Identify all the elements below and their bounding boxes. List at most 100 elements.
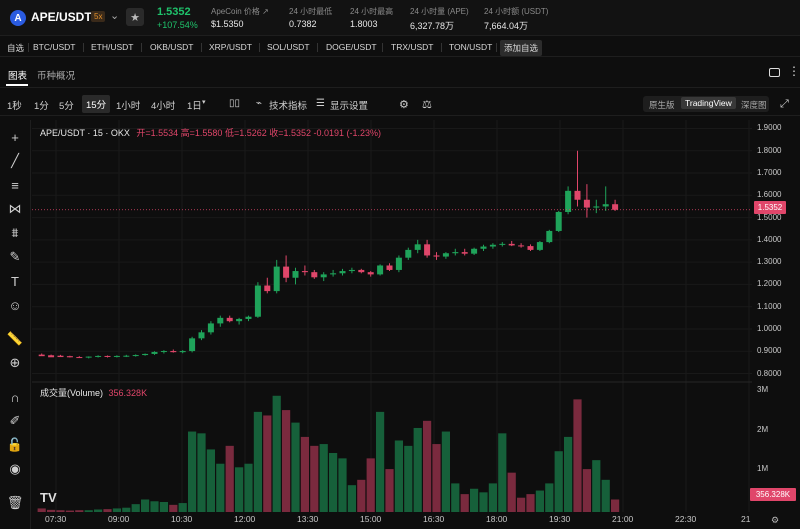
price-chart[interactable]: TV bbox=[32, 120, 752, 512]
price-tick-label: 1.6000 bbox=[757, 190, 782, 200]
volume-bar bbox=[47, 509, 56, 512]
favorite-star-icon[interactable]: ★ bbox=[126, 8, 144, 26]
timeframe-1d[interactable]: 1日 bbox=[187, 101, 202, 112]
gear-icon[interactable]: ⚙ bbox=[771, 515, 780, 525]
stat-value-24h-volume: 6,327.78万 bbox=[410, 21, 455, 31]
text-icon[interactable]: T bbox=[11, 273, 19, 289]
volume-tick-label: 3M bbox=[757, 385, 769, 394]
view-tradingview[interactable]: TradingView bbox=[681, 97, 736, 109]
price-tick-label: 1.0000 bbox=[757, 323, 782, 333]
crosshair-icon[interactable]: + bbox=[11, 129, 19, 145]
time-tick-label: 19:30 bbox=[549, 514, 571, 524]
indicators-button[interactable]: 技术指标 bbox=[269, 101, 308, 112]
stat-value-24h-low: 0.7382 bbox=[289, 19, 317, 29]
scale-icon[interactable]: ⚖ bbox=[422, 99, 432, 111]
price-tick-label: 1.3000 bbox=[757, 257, 782, 267]
magnet-icon[interactable]: ∩ bbox=[10, 389, 20, 405]
timeframe-1h[interactable]: 1小时 bbox=[116, 101, 141, 112]
fib-icon[interactable]: ⩩ bbox=[11, 225, 19, 240]
trendline-icon[interactable]: ╱ bbox=[11, 153, 19, 168]
time-tick-label: 22:30 bbox=[675, 514, 697, 524]
volume-bar bbox=[235, 467, 244, 512]
volume-tag: 356.328K bbox=[750, 488, 796, 501]
lock-icon[interactable]: 🔓 bbox=[6, 437, 24, 452]
timeframe-4h[interactable]: 4小时 bbox=[151, 101, 176, 112]
trash-icon[interactable]: 🗑 bbox=[6, 495, 24, 510]
watchlist-pair-okb[interactable]: OKB/USDT bbox=[150, 42, 194, 52]
candle-body bbox=[527, 246, 534, 250]
volume-bar bbox=[197, 433, 206, 512]
brush-icon[interactable]: ✎ bbox=[9, 249, 21, 264]
tab-coin-overview[interactable]: 币种概况 bbox=[37, 71, 76, 82]
eye-icon[interactable]: ◉ bbox=[9, 461, 21, 476]
emoji-icon[interactable]: ☺ bbox=[8, 297, 22, 313]
stat-value-coin-price: $1.5350 bbox=[211, 19, 244, 29]
chart-tabs: 图表 币种概况 ⋮ bbox=[0, 60, 800, 88]
timeframe-1m[interactable]: 1分 bbox=[34, 101, 49, 112]
volume-bar bbox=[554, 451, 563, 512]
candle-body bbox=[151, 351, 158, 354]
watchlist-bar: 自选 BTC/USDT ETH/USDT OKB/USDT XRP/USDT S… bbox=[0, 37, 800, 57]
display-settings-button[interactable]: 显示设置 bbox=[330, 101, 369, 112]
candle-type-icon[interactable]: ▯▯ bbox=[229, 98, 241, 109]
watchlist-pair-sol[interactable]: SOL/USDT bbox=[267, 42, 310, 52]
ruler-icon[interactable]: 📏 bbox=[6, 331, 24, 346]
watchlist-pair-eth[interactable]: ETH/USDT bbox=[91, 42, 134, 52]
list-icon[interactable]: ☰ bbox=[316, 98, 325, 109]
volume-bar bbox=[272, 395, 281, 512]
volume-bar bbox=[451, 483, 460, 512]
tab-chart[interactable]: 图表 bbox=[8, 71, 28, 82]
watchlist-pair-doge[interactable]: DOGE/USDT bbox=[326, 42, 377, 52]
add-watchlist-button[interactable]: 添加自选 bbox=[500, 40, 543, 56]
candle-body bbox=[583, 199, 590, 208]
window-icon[interactable] bbox=[769, 68, 780, 77]
gear-icon[interactable]: ⚙ bbox=[399, 99, 409, 111]
indicator-icon[interactable]: ⌁ bbox=[256, 98, 263, 109]
chevron-down-icon[interactable]: ▾ bbox=[202, 99, 206, 106]
volume-bar bbox=[150, 501, 159, 512]
volume-bar bbox=[131, 504, 140, 512]
timeframe-1s[interactable]: 1秒 bbox=[7, 101, 22, 112]
timeframe-5m[interactable]: 5分 bbox=[59, 101, 74, 112]
candle-body bbox=[226, 317, 233, 322]
volume-bar bbox=[526, 494, 535, 512]
view-depth[interactable]: 深度图 bbox=[741, 100, 767, 110]
candle-body bbox=[602, 204, 609, 207]
candle-body bbox=[442, 253, 449, 257]
watchlist-label[interactable]: 自选 bbox=[7, 43, 25, 53]
volume-bar bbox=[376, 411, 385, 512]
horizontal-lines-icon[interactable]: ≡ bbox=[11, 177, 19, 193]
candle-body bbox=[414, 244, 421, 250]
volume-bar bbox=[432, 444, 441, 512]
watchlist-pair-xrp[interactable]: XRP/USDT bbox=[209, 42, 252, 52]
candle-body bbox=[123, 355, 130, 357]
volume-bar bbox=[188, 431, 197, 512]
pair-title[interactable]: APE/USDT bbox=[31, 10, 92, 24]
candle-body bbox=[536, 242, 543, 250]
timeframe-15m[interactable]: 15分 bbox=[82, 95, 111, 113]
candle-body bbox=[452, 252, 459, 254]
fullscreen-icon[interactable]: ⤢ bbox=[780, 98, 789, 110]
candle-body bbox=[471, 248, 478, 254]
more-icon[interactable]: ⋮ bbox=[788, 64, 800, 78]
volume-bar bbox=[611, 499, 620, 512]
watchlist-pair-btc[interactable]: BTC/USDT bbox=[33, 42, 76, 52]
volume-bar bbox=[112, 508, 121, 512]
pattern-icon[interactable]: ⋈ bbox=[8, 201, 22, 216]
zoom-in-icon[interactable]: ⊕ bbox=[9, 355, 21, 370]
volume-bar bbox=[216, 463, 225, 512]
volume-bar bbox=[169, 504, 178, 512]
view-native[interactable]: 原生版 bbox=[649, 100, 675, 110]
price-tick-label: 1.1000 bbox=[757, 301, 782, 311]
lock-drawing-icon[interactable]: ✐ bbox=[9, 413, 21, 428]
active-tab-indicator bbox=[6, 84, 28, 86]
watchlist-pair-ton[interactable]: TON/USDT bbox=[449, 42, 493, 52]
watchlist-pair-trx[interactable]: TRX/USDT bbox=[391, 42, 434, 52]
stat-label-24h-low: 24 小时最低 bbox=[289, 7, 333, 16]
chevron-down-icon[interactable]: ⌄ bbox=[110, 10, 120, 22]
volume-bar bbox=[291, 422, 300, 512]
candle-body bbox=[367, 272, 374, 275]
stat-label-coin-price[interactable]: ApeCoin 价格 ↗ bbox=[211, 7, 269, 16]
candle-body bbox=[57, 355, 64, 358]
candle-body bbox=[593, 206, 600, 208]
